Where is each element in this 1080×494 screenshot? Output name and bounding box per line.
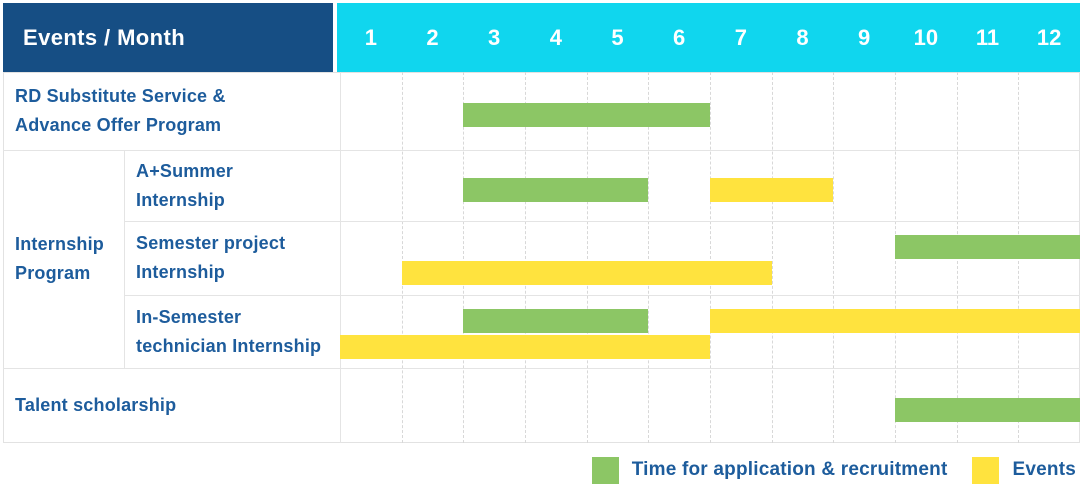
month-gridline <box>463 72 465 443</box>
month-label: 9 <box>858 24 871 50</box>
row-label-line: RD Substitute Service & <box>15 86 226 106</box>
group-label-line: Internship <box>15 234 105 254</box>
bar-event <box>340 334 710 359</box>
row-separator <box>124 295 1080 296</box>
header-title-cell: Events / Month <box>3 3 333 72</box>
row-separator <box>3 150 1080 151</box>
legend-label-recruitment: Time for application & recruitment <box>631 459 948 480</box>
row-label: Semester project Internship <box>124 221 340 295</box>
bar-recruitment <box>463 103 710 127</box>
month-gridline <box>771 72 773 443</box>
bar-event <box>710 177 834 202</box>
month-gridline <box>586 72 588 443</box>
row-separator <box>3 368 1080 369</box>
legend-swatch-recruitment <box>591 456 619 484</box>
row-separator <box>124 221 1080 222</box>
bar-recruitment <box>463 177 649 202</box>
month-label: 8 <box>796 24 809 50</box>
legend-swatch-events <box>972 456 1000 484</box>
group-label-internship-program: Internship Program <box>3 150 124 368</box>
row-label: In-Semester technician Internship <box>124 295 340 368</box>
legend: Time for application & recruitment Event… <box>591 455 1076 485</box>
month-gridline <box>648 72 650 443</box>
bar-recruitment <box>463 308 649 333</box>
month-gridline <box>525 72 526 443</box>
row-label-line: technician Internship <box>136 335 322 356</box>
row-label-line: Internship <box>136 189 226 210</box>
timeline-divider <box>340 72 341 443</box>
bar-event <box>710 308 1080 333</box>
bar-recruitment <box>895 397 1080 422</box>
bar-recruitment <box>895 235 1080 259</box>
header-title: Events / Month <box>23 24 186 50</box>
month-label: 1 <box>364 24 377 50</box>
row-label-line: Advance Offer Program <box>15 115 222 135</box>
row-label: A+Summer Internship <box>124 150 340 221</box>
month-gridline <box>833 72 835 443</box>
month-label: 2 <box>426 24 439 50</box>
bar-event <box>401 261 772 285</box>
row-label: Talent scholarship <box>3 368 340 443</box>
month-label: 6 <box>673 24 686 50</box>
month-label: 11 <box>975 24 1000 50</box>
month-label: 7 <box>734 24 747 50</box>
row-label-line: Internship <box>136 262 226 282</box>
month-label: 5 <box>611 24 624 50</box>
month-label: 3 <box>488 24 501 50</box>
group-label-line: Program <box>15 263 91 283</box>
month-label: 12 <box>1036 24 1062 50</box>
legend-label-events: Events <box>1012 459 1076 480</box>
month-gridline <box>401 72 403 443</box>
month-label: 4 <box>549 24 562 50</box>
row-label-line: In-Semester <box>136 306 242 327</box>
month-header-band <box>337 3 1080 72</box>
month-label: 10 <box>913 24 939 50</box>
row-label-line: Talent scholarship <box>15 395 177 415</box>
month-gridline <box>710 72 711 443</box>
row-label-line: Semester project <box>136 233 286 253</box>
subcolumn-divider <box>124 150 125 368</box>
row-label: RD Substitute Service & Advance Offer Pro… <box>3 72 340 150</box>
row-label-line: A+Summer <box>136 160 234 181</box>
